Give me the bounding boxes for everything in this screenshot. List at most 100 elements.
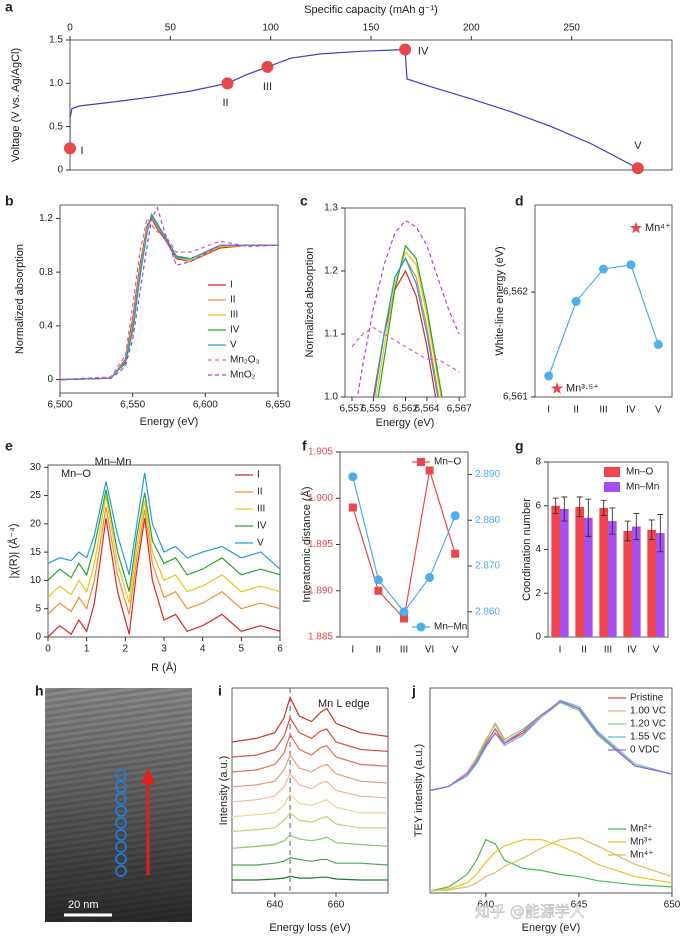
bar bbox=[608, 521, 617, 637]
x-tick-label: 6,550 bbox=[120, 400, 145, 411]
x-tick-label: I bbox=[351, 645, 354, 656]
x-tick-label: II bbox=[573, 405, 579, 416]
marker bbox=[451, 549, 460, 558]
x-tick-label: 660 bbox=[328, 900, 345, 911]
x-tick-label: 640 bbox=[266, 900, 283, 911]
series-line bbox=[430, 700, 672, 792]
panel-label: d bbox=[515, 193, 524, 209]
y-tick-label: 1.2 bbox=[39, 213, 53, 224]
legend-swatch bbox=[604, 482, 620, 492]
series-line bbox=[48, 472, 280, 575]
y-tick-label: 0 bbox=[535, 632, 541, 643]
x-tick-label: 3 bbox=[161, 644, 167, 655]
star-marker bbox=[629, 221, 643, 234]
marker bbox=[425, 466, 434, 475]
legend-label: Mn–Mn bbox=[434, 622, 467, 633]
marker bbox=[400, 614, 408, 623]
point-marker bbox=[399, 43, 412, 56]
x-tick-label: 0 bbox=[67, 23, 73, 34]
y-tick-label: 0 bbox=[57, 165, 63, 176]
y-tick-label: 2.890 bbox=[475, 469, 500, 480]
y-tick-label: 1.1 bbox=[324, 329, 338, 340]
marker bbox=[417, 458, 425, 466]
marker bbox=[653, 340, 663, 350]
series-line bbox=[232, 733, 388, 773]
plot-frame bbox=[534, 204, 673, 398]
watermark: 知乎 @能源学人 bbox=[475, 903, 585, 921]
x-axis-label: Energy (eV) bbox=[376, 417, 435, 429]
bar bbox=[632, 526, 641, 637]
point-label: II bbox=[222, 97, 228, 109]
x-tick-label: 6,600 bbox=[193, 400, 218, 411]
y-axis-label: Normalized absorption bbox=[14, 244, 26, 354]
marker bbox=[571, 297, 581, 307]
series-line bbox=[377, 244, 443, 397]
series-line bbox=[232, 716, 388, 758]
x-tick-label: III bbox=[604, 645, 612, 656]
y-tick-label: 0.4 bbox=[39, 320, 53, 331]
legend-label: Pristine bbox=[630, 693, 664, 704]
series-line bbox=[60, 216, 278, 381]
series-line bbox=[232, 695, 388, 743]
plot-frame bbox=[344, 207, 466, 398]
x-tick-label: 250 bbox=[563, 23, 580, 34]
x-tick-label: 1 bbox=[84, 644, 90, 655]
error-bar bbox=[657, 514, 664, 553]
bar bbox=[560, 509, 569, 637]
y-axis-label: Intensity (a.u.) bbox=[218, 756, 230, 826]
x-tick-label: V bbox=[653, 645, 660, 656]
marker bbox=[416, 622, 426, 632]
bar bbox=[656, 533, 665, 637]
y-tick-label: 1.905 bbox=[308, 447, 333, 458]
x-tick-label: V bbox=[452, 645, 459, 656]
error-bar bbox=[576, 496, 583, 518]
star-label: Mn³·⁵⁺ bbox=[566, 383, 599, 395]
legend-label: II bbox=[230, 295, 236, 306]
y-tick-label: 4 bbox=[535, 544, 541, 555]
marker bbox=[348, 503, 357, 512]
error-bar bbox=[633, 512, 640, 541]
panel-label: e bbox=[5, 438, 13, 454]
y-tick-label: 5 bbox=[35, 603, 41, 614]
y-tick-label: 25 bbox=[30, 490, 42, 501]
x-tick-label: 100 bbox=[262, 23, 279, 34]
legend-label: Mn₂O₃ bbox=[230, 355, 260, 366]
x-tick-label: 4 bbox=[200, 644, 206, 655]
point-label: V bbox=[634, 140, 642, 152]
series-line bbox=[60, 206, 278, 381]
x-tick-label: I bbox=[559, 645, 562, 656]
y-tick-label: 15 bbox=[30, 547, 42, 558]
y-axis-label: Normalized absorption bbox=[304, 247, 316, 357]
error-bar bbox=[624, 520, 631, 542]
series-line bbox=[48, 506, 280, 615]
x-tick-label: IV bbox=[626, 405, 636, 416]
x-tick-label: 2 bbox=[123, 644, 129, 655]
series-line bbox=[232, 772, 388, 803]
x-tick-label: 200 bbox=[463, 23, 480, 34]
series-line bbox=[351, 327, 460, 373]
bar bbox=[599, 507, 608, 637]
annotation: Mn–Mn bbox=[95, 456, 132, 468]
x-tick-label: IV bbox=[627, 645, 637, 656]
y-tick-label: 6,562 bbox=[503, 287, 528, 298]
y-tick-label: 1.3 bbox=[324, 203, 338, 214]
point-marker bbox=[64, 142, 76, 155]
x-tick-label: 6,564 bbox=[414, 404, 439, 415]
y-tick-label: 1.5 bbox=[49, 35, 63, 46]
legend-label: I bbox=[230, 280, 233, 291]
panel-label: h bbox=[35, 683, 44, 699]
bar bbox=[623, 530, 632, 637]
x-tick-label: 6,500 bbox=[47, 400, 72, 411]
y-axis-label: White-line energy (eV) bbox=[494, 246, 506, 355]
annotation: Mn L edge bbox=[318, 698, 370, 710]
legend-label: IV bbox=[257, 521, 267, 532]
marker bbox=[626, 260, 636, 270]
series-line bbox=[60, 214, 278, 381]
y-tick-label: 20 bbox=[30, 518, 42, 529]
legend-label: 1.00 VC bbox=[630, 706, 666, 717]
point-marker bbox=[631, 162, 644, 175]
series-line bbox=[352, 476, 456, 613]
star-marker bbox=[550, 382, 564, 394]
series-line bbox=[232, 793, 388, 818]
bar bbox=[647, 529, 656, 637]
